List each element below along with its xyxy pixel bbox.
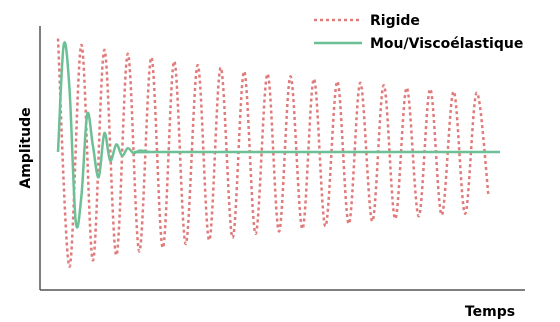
series-line-mou-viscoelastique (56, 41, 500, 229)
series-line-rigide (56, 38, 490, 268)
legend: Rigide Mou/Viscoélastique (314, 13, 523, 52)
x-axis-label: Temps (465, 304, 515, 320)
series-layer (56, 38, 500, 268)
legend-label-1: Mou/Viscoélastique (370, 36, 523, 52)
legend-label-0: Rigide (370, 13, 420, 29)
y-axis-label: Amplitude (18, 107, 34, 188)
plot-area (39, 26, 525, 291)
